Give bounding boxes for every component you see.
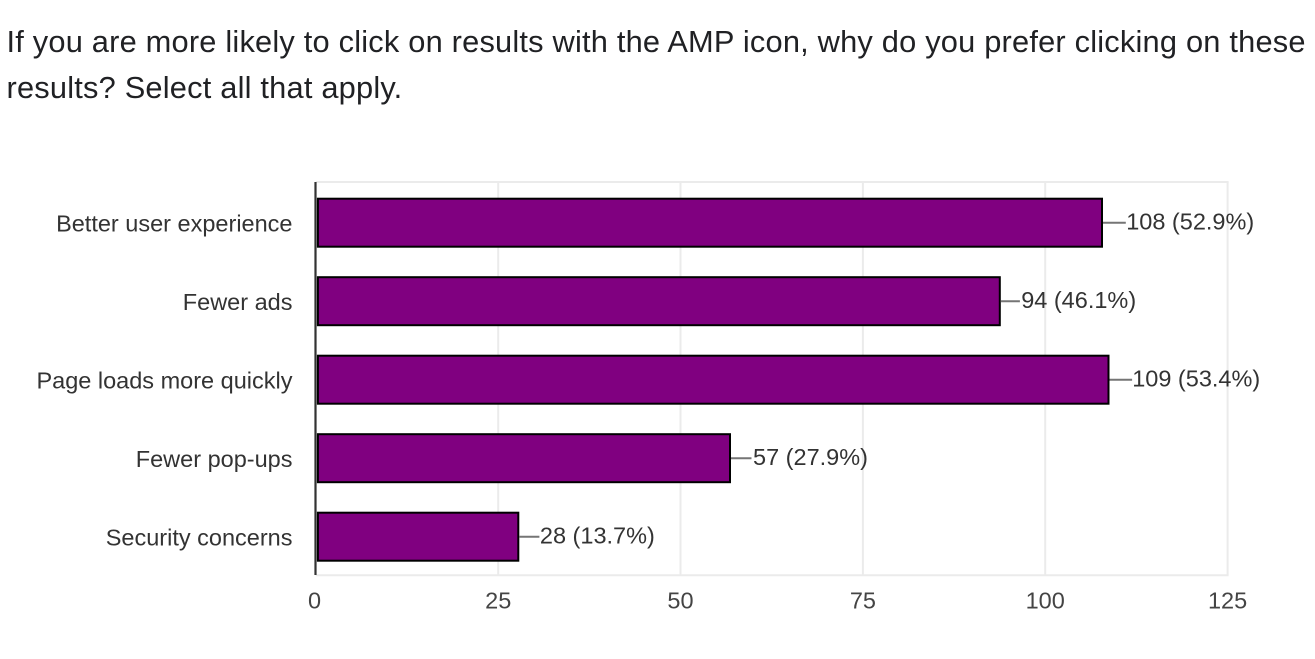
svg-text:Security concerns: Security concerns [106, 525, 293, 551]
svg-text:Fewer pop-ups: Fewer pop-ups [136, 446, 293, 472]
svg-text:Fewer ads: Fewer ads [183, 289, 293, 315]
svg-text:94 (46.1%): 94 (46.1%) [1021, 287, 1136, 313]
svg-text:109 (53.4%): 109 (53.4%) [1132, 365, 1260, 391]
svg-text:0: 0 [308, 588, 321, 614]
svg-text:100: 100 [1026, 588, 1065, 614]
svg-text:75: 75 [850, 588, 876, 614]
svg-text:Better user experience: Better user experience [56, 211, 292, 237]
svg-text:108 (52.9%): 108 (52.9%) [1126, 208, 1254, 234]
svg-text:125: 125 [1208, 588, 1247, 614]
svg-text:57 (27.9%): 57 (27.9%) [753, 444, 868, 470]
svg-text:Page loads more quickly: Page loads more quickly [36, 368, 292, 394]
svg-text:25: 25 [485, 588, 511, 614]
svg-text:50: 50 [667, 588, 693, 614]
svg-text:28 (13.7%): 28 (13.7%) [540, 522, 655, 548]
